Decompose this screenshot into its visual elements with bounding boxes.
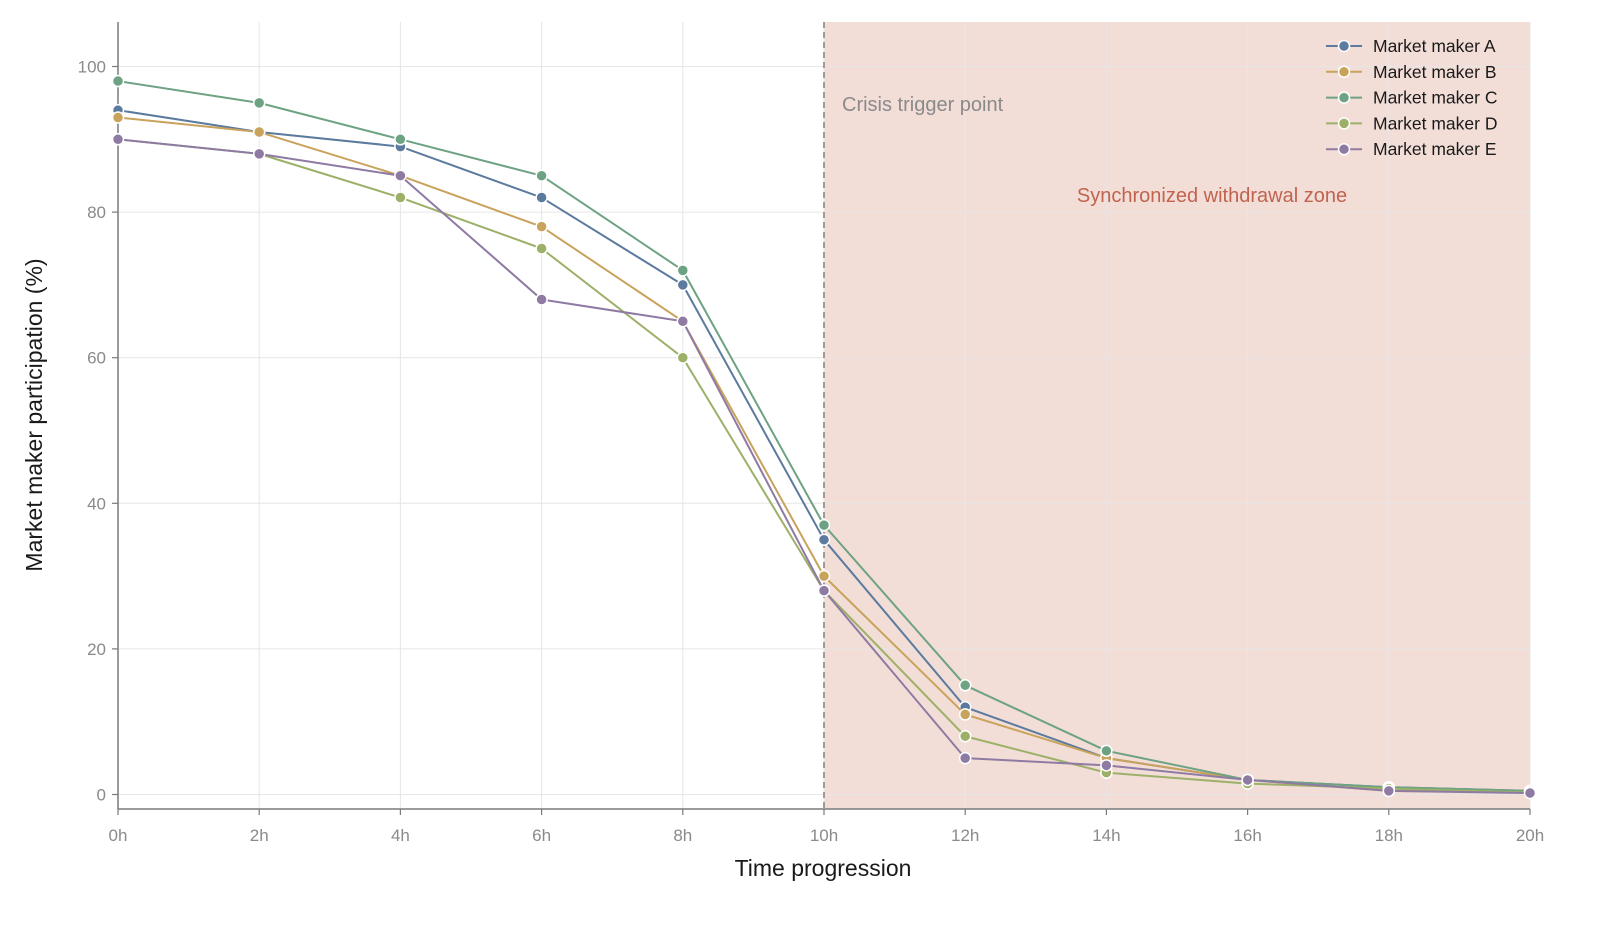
data-point	[958, 751, 972, 765]
data-point	[252, 125, 266, 139]
y-tick-label: 80	[87, 203, 106, 222]
legend-label: Market maker D	[1373, 113, 1497, 133]
legend-item-c: Market maker C	[1326, 88, 1497, 108]
data-point	[958, 708, 972, 721]
x-tick-label: 10h	[810, 826, 838, 845]
x-tick-label: 14h	[1092, 826, 1120, 845]
crisis-trigger-label: Crisis trigger point	[842, 94, 1004, 116]
legend-marker	[1337, 39, 1351, 53]
x-tick-label: 12h	[951, 826, 979, 845]
legend-label: Market maker C	[1373, 88, 1497, 108]
x-axis-title: Time progression	[735, 855, 912, 881]
legend-label: Market maker E	[1373, 139, 1497, 159]
data-point	[111, 111, 125, 124]
data-point	[817, 569, 831, 583]
legend-marker	[1337, 117, 1351, 130]
x-tick-label: 0h	[109, 826, 128, 845]
legend-item-e: Market maker E	[1326, 139, 1497, 159]
data-point	[1100, 759, 1113, 772]
x-tick-label: 2h	[250, 826, 269, 845]
data-point	[535, 169, 548, 182]
y-tick-label: 60	[87, 349, 106, 368]
legend-item-b: Market maker B	[1326, 62, 1497, 82]
data-point	[676, 351, 690, 364]
legend-item-d: Market maker D	[1326, 113, 1497, 133]
x-tick-label: 16h	[1233, 826, 1261, 845]
legend-label: Market maker A	[1373, 36, 1496, 56]
data-point	[111, 133, 125, 146]
y-tick-label: 0	[97, 786, 106, 805]
legend-marker	[1337, 65, 1351, 79]
x-tick-label: 6h	[532, 826, 551, 845]
data-point	[535, 242, 548, 255]
y-tick-label: 20	[87, 640, 106, 659]
y-tick-label: 100	[78, 58, 106, 77]
y-tick-label: 40	[87, 494, 106, 513]
data-point	[535, 293, 548, 306]
legend-item-a: Market maker A	[1326, 36, 1496, 56]
data-point	[676, 278, 690, 292]
data-point	[252, 96, 266, 110]
legend-marker	[1337, 142, 1351, 156]
x-tick-label: 8h	[673, 826, 692, 845]
data-point	[958, 679, 972, 692]
data-point	[817, 533, 831, 546]
data-point	[535, 220, 548, 233]
data-point	[676, 264, 690, 277]
series-e	[111, 133, 1537, 800]
data-point	[252, 147, 266, 161]
data-point	[394, 191, 407, 204]
data-point	[394, 169, 407, 182]
data-point	[535, 191, 548, 204]
legend-label: Market maker B	[1373, 62, 1497, 82]
data-point	[1523, 786, 1537, 800]
data-point	[817, 584, 831, 597]
withdrawal-zone-label: Synchronized withdrawal zone	[1077, 185, 1347, 207]
y-axis-title: Market maker participation (%)	[21, 258, 47, 571]
data-point	[676, 315, 690, 328]
x-tick-label: 4h	[391, 826, 410, 845]
x-tick-label: 18h	[1375, 826, 1403, 845]
data-point	[1241, 773, 1254, 787]
legend-marker	[1337, 91, 1351, 104]
data-point	[817, 518, 831, 532]
data-point	[958, 730, 972, 743]
x-tick-label: 20h	[1516, 826, 1544, 845]
data-point	[1382, 784, 1396, 798]
data-point	[111, 74, 125, 88]
data-point	[394, 133, 407, 146]
data-point	[1100, 744, 1113, 758]
